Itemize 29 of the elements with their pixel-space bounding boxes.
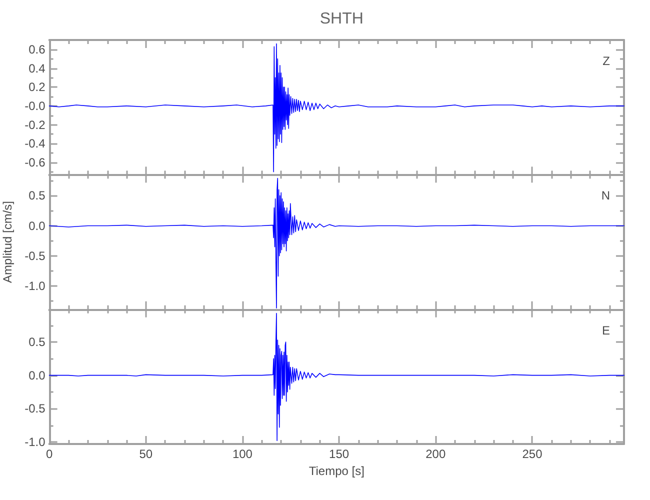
y-tick-label: 0.4 (28, 61, 46, 76)
y-tick-label: -0.6 (24, 155, 46, 170)
annotation: Z (602, 54, 610, 68)
y-tick-label: 0.2 (28, 80, 46, 94)
y-tick-label: 0.5 (28, 188, 46, 203)
annotation: E (602, 323, 610, 338)
y-tick-label: -0.5 (24, 402, 46, 416)
x-tick-label: 0 (46, 447, 53, 461)
y-tick-label: 0.5 (28, 335, 46, 349)
x-tick-label: 50 (139, 447, 153, 461)
y-tick-label: 0.0 (28, 218, 46, 233)
x-tick-label: 150 (329, 447, 350, 461)
line-series (48, 43, 624, 172)
y-axis-title: Amplitud [cm/s] (0, 200, 15, 284)
y-tick-label: -0.0 (24, 98, 46, 113)
y-tick-label: -0.4 (24, 136, 46, 151)
y-tick-label: 0.6 (28, 42, 46, 56)
y-tick-label: 0.0 (28, 368, 46, 382)
x-tick-label: 100 (232, 447, 253, 461)
x-tick-label: 200 (426, 447, 446, 461)
y-tick-label: -0.5 (24, 248, 46, 263)
annotation: N (601, 188, 610, 203)
line-series (48, 312, 624, 442)
y-tick-label: -1.0 (24, 435, 46, 449)
chart-title: SHTH (320, 10, 364, 28)
x-axis-title: Tiempo [s] (308, 464, 364, 478)
y-tick-label: -0.2 (24, 118, 46, 132)
y-tick-label: -1.0 (24, 278, 46, 293)
x-tick-label: 250 (522, 447, 543, 461)
